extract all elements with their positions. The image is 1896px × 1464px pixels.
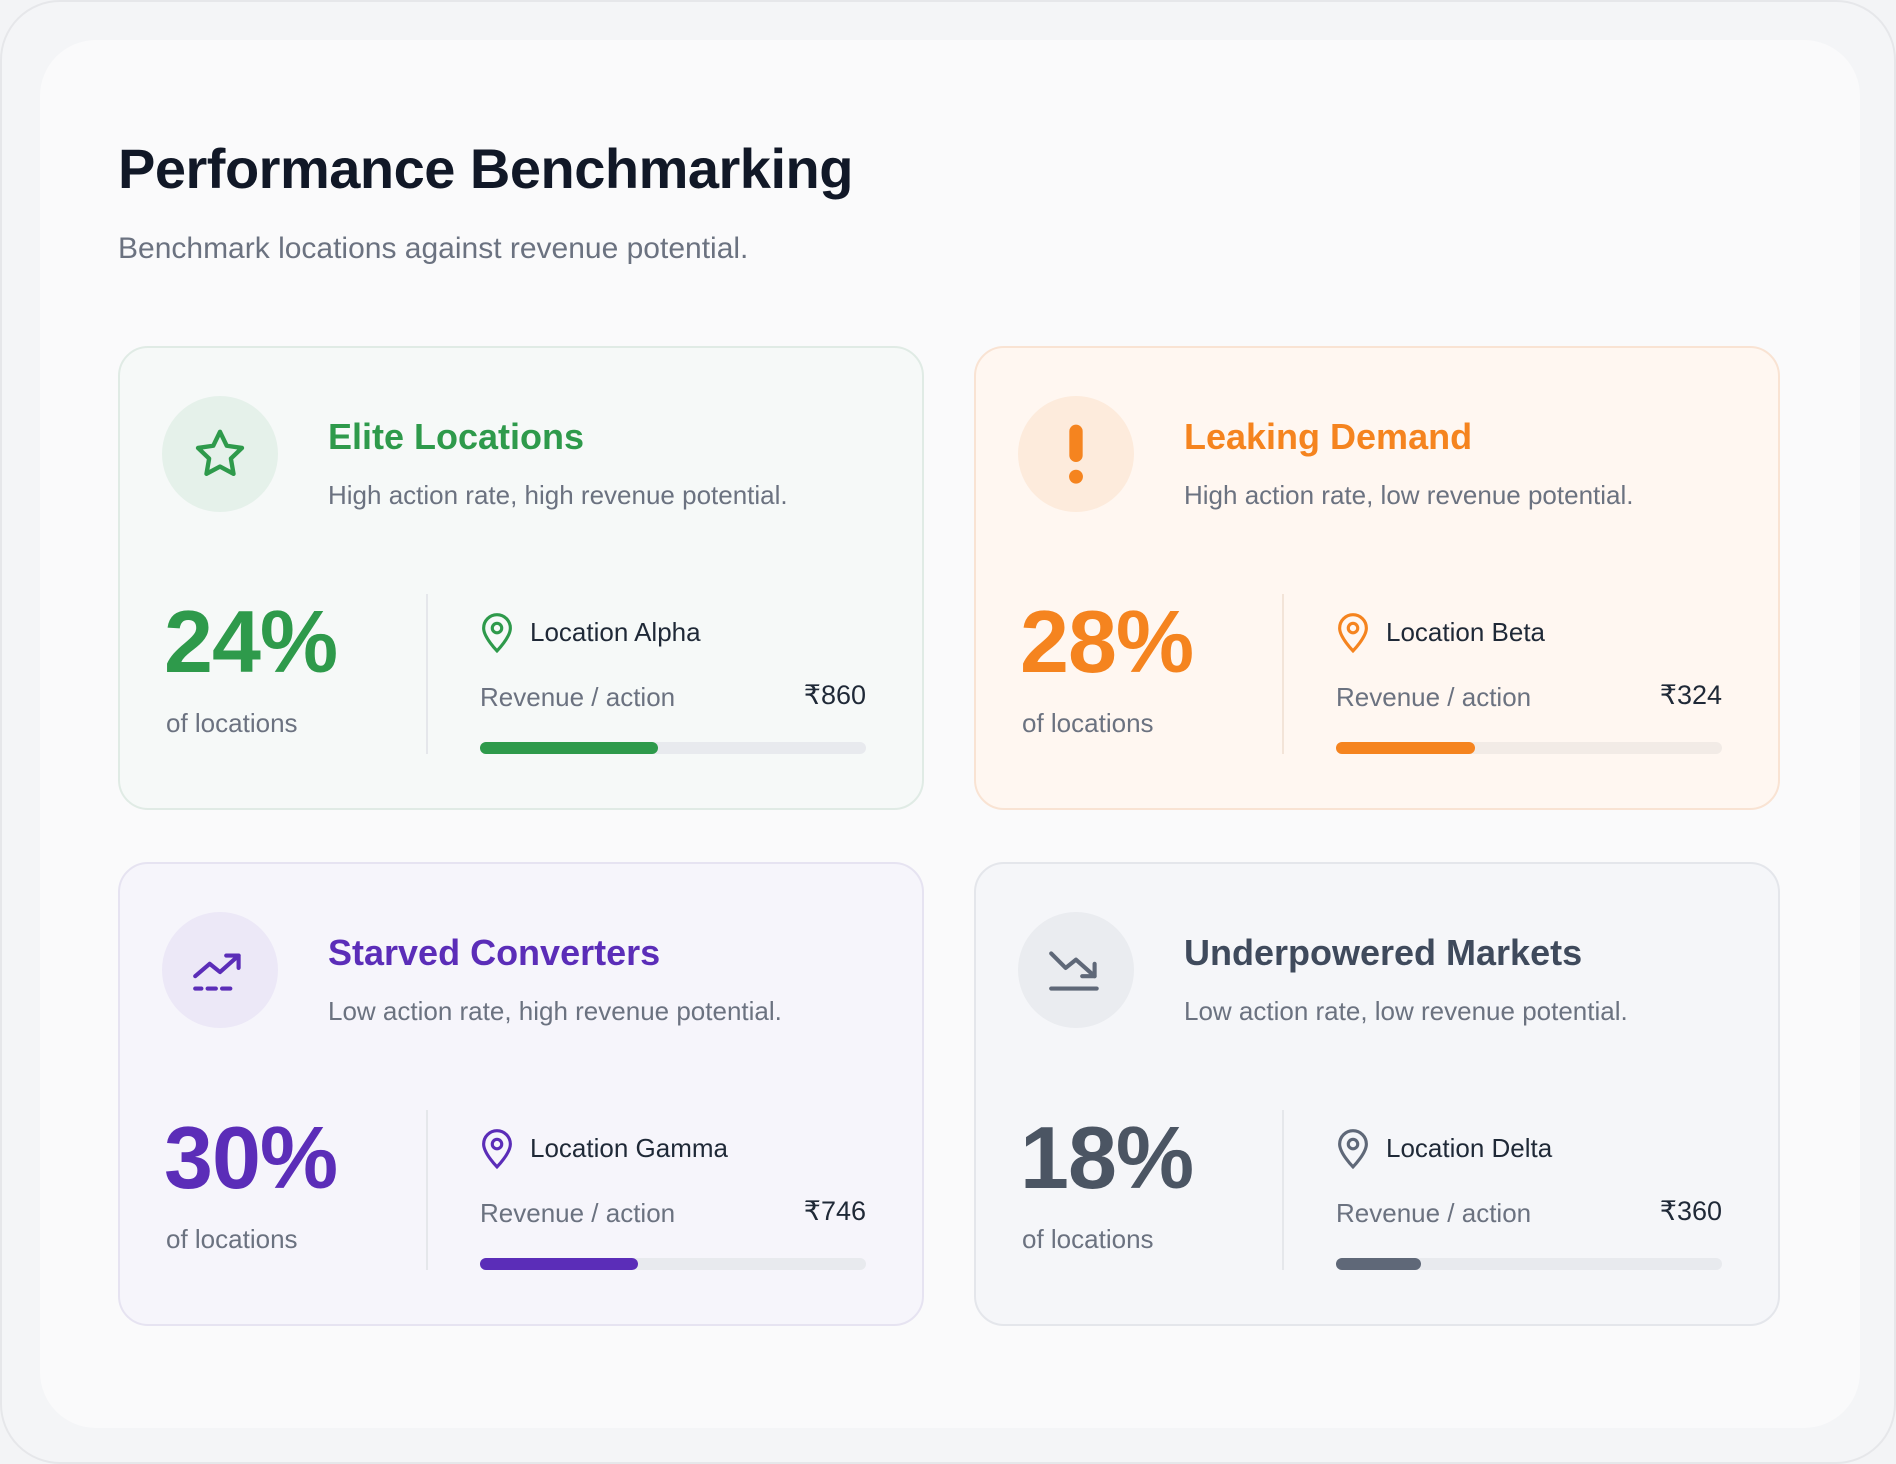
star-icon — [162, 396, 278, 512]
revenue-label: Revenue / action — [1336, 1198, 1532, 1228]
card-description: Low action rate, low revenue potential. — [1184, 996, 1628, 1026]
revenue-progress-fill — [480, 1258, 639, 1270]
revenue-progress-track — [1336, 742, 1722, 754]
percent-value: 18% — [1020, 1108, 1194, 1207]
divider — [1282, 1110, 1284, 1270]
card-title: Leaking Demand — [1184, 416, 1473, 457]
page-title: Performance Benchmarking — [118, 137, 853, 200]
trending-up-icon — [162, 912, 278, 1028]
divider — [426, 594, 428, 754]
card-title: Elite Locations — [328, 416, 585, 457]
location-row: Location Delta — [1334, 1126, 1552, 1170]
location-row: Location Beta — [1334, 610, 1545, 654]
divider — [426, 1110, 428, 1270]
map-pin-icon — [482, 1129, 512, 1170]
percent-label: of locations — [166, 1224, 298, 1254]
map-pin-icon — [1338, 1129, 1368, 1170]
card-title: Starved Converters — [328, 932, 661, 973]
location-name: Location Alpha — [530, 616, 701, 647]
location-name: Location Gamma — [530, 1132, 728, 1163]
revenue-value: ₹746 — [803, 1196, 866, 1226]
card-starved-converters[interactable]: Starved Converters Low action rate, high… — [118, 862, 924, 1326]
location-row: Location Alpha — [478, 610, 701, 654]
revenue-label: Revenue / action — [480, 682, 676, 712]
revenue-progress-fill — [1336, 1258, 1421, 1270]
card-elite-locations[interactable]: Elite Locations High action rate, high r… — [118, 346, 924, 810]
revenue-progress-track — [480, 1258, 866, 1270]
revenue-label: Revenue / action — [1336, 682, 1532, 712]
map-pin-icon — [482, 613, 512, 654]
location-name: Location Beta — [1386, 616, 1546, 647]
revenue-value: ₹324 — [1659, 680, 1722, 710]
percent-label: of locations — [1022, 1224, 1154, 1254]
card-title: Underpowered Markets — [1184, 932, 1583, 973]
revenue-value: ₹860 — [803, 680, 866, 710]
card-description: Low action rate, high revenue potential. — [328, 996, 782, 1026]
revenue-progress-track — [1336, 1258, 1722, 1270]
card-description: High action rate, low revenue potential. — [1184, 480, 1634, 510]
revenue-progress-track — [480, 742, 866, 754]
trending-down-icon — [1018, 912, 1134, 1028]
revenue-progress-fill — [480, 742, 658, 754]
card-leaking-demand[interactable]: Leaking Demand High action rate, low rev… — [974, 346, 1780, 810]
location-row: Location Gamma — [478, 1126, 728, 1170]
percent-value: 30% — [164, 1108, 338, 1207]
revenue-label: Revenue / action — [480, 1198, 676, 1228]
location-name: Location Delta — [1386, 1132, 1553, 1163]
card-description: High action rate, high revenue potential… — [328, 480, 788, 510]
card-underpowered-markets[interactable]: Underpowered Markets Low action rate, lo… — [974, 862, 1780, 1326]
divider — [1282, 594, 1284, 754]
percent-label: of locations — [166, 708, 298, 738]
revenue-value: ₹360 — [1659, 1196, 1722, 1226]
exclamation-icon — [1018, 396, 1134, 512]
page-subtitle: Benchmark locations against revenue pote… — [118, 232, 749, 265]
percent-value: 28% — [1020, 592, 1194, 691]
map-pin-icon — [1338, 613, 1368, 654]
percent-label: of locations — [1022, 708, 1154, 738]
percent-value: 24% — [164, 592, 338, 691]
revenue-progress-fill — [1336, 742, 1475, 754]
